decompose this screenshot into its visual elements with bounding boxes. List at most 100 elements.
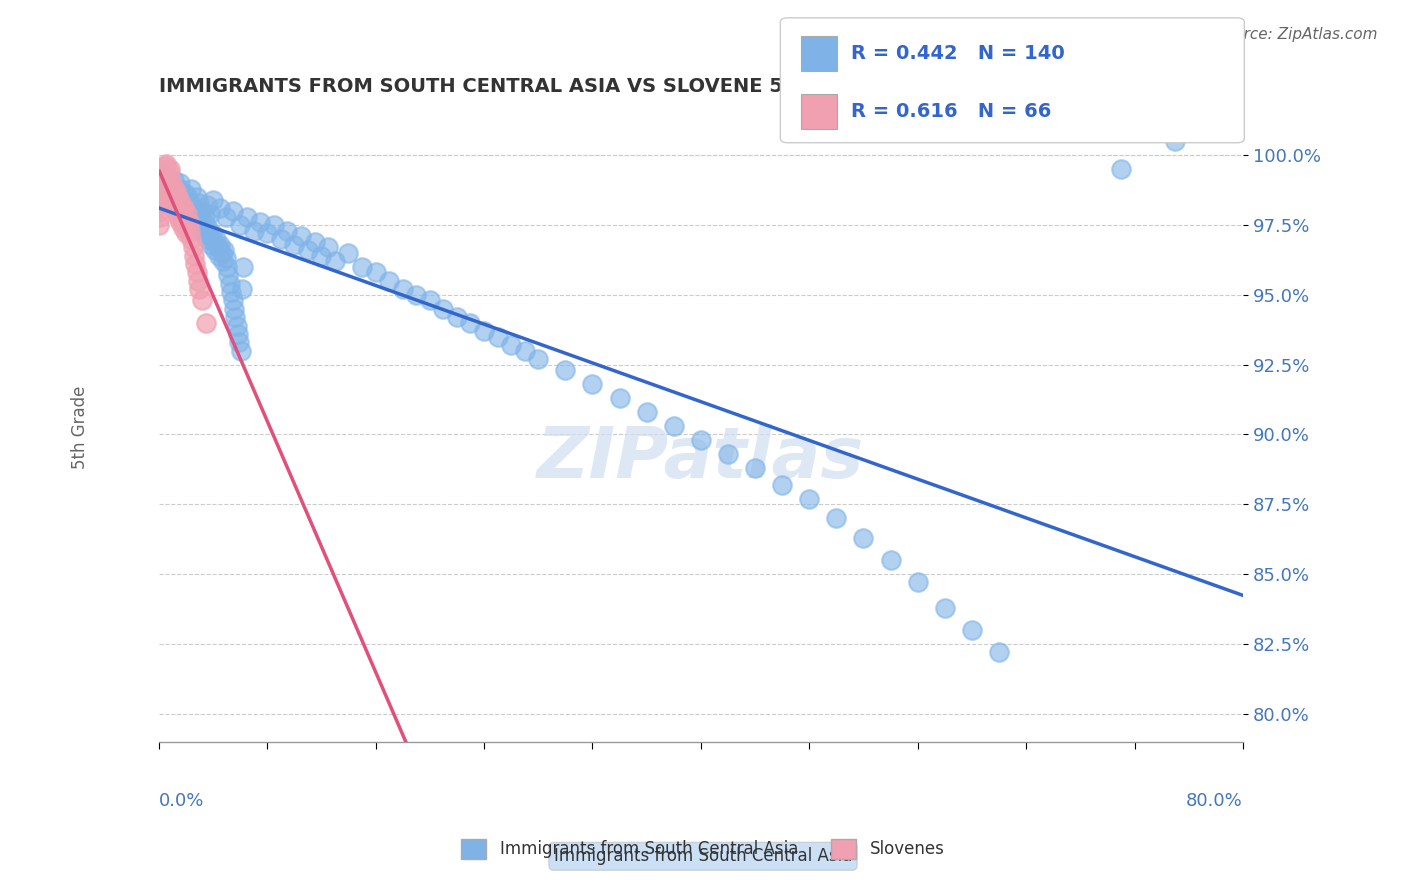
Point [153, 173, 176, 187]
Point [180, 182, 202, 196]
Point [218, 277, 240, 291]
Point [215, 252, 238, 266]
Point [229, 343, 252, 358]
Point [155, 168, 177, 182]
Point [799, 491, 821, 506]
Point [162, 187, 184, 202]
Point [186, 265, 208, 279]
Point [200, 237, 222, 252]
Point [162, 198, 184, 212]
Point [221, 293, 243, 308]
Point [150, 195, 173, 210]
Point [201, 227, 224, 241]
Point [162, 173, 184, 187]
Point [717, 447, 740, 461]
Point [149, 210, 172, 224]
Point [197, 198, 219, 212]
Point [162, 178, 184, 193]
Point [460, 316, 482, 330]
Point [167, 195, 190, 210]
Point [163, 190, 186, 204]
Point [155, 159, 177, 173]
Point [232, 260, 254, 274]
Point [167, 190, 190, 204]
Point [276, 223, 298, 237]
Point [825, 511, 848, 525]
Point [173, 187, 195, 202]
Point [193, 215, 215, 229]
Point [198, 207, 221, 221]
Point [581, 377, 603, 392]
Point [163, 195, 186, 210]
Point [163, 198, 186, 212]
Point [174, 187, 197, 202]
Point [191, 227, 214, 241]
Point [316, 240, 339, 254]
Point [960, 623, 983, 637]
Point [172, 201, 194, 215]
Point [513, 343, 536, 358]
Point [208, 249, 231, 263]
Text: R = 0.616   N = 66: R = 0.616 N = 66 [851, 102, 1052, 121]
Point [242, 223, 264, 237]
Point [150, 182, 173, 196]
Point [204, 243, 226, 257]
Point [156, 178, 179, 193]
Point [214, 243, 236, 257]
Point [879, 553, 901, 567]
Point [195, 316, 218, 330]
Point [174, 227, 197, 241]
Point [186, 190, 208, 204]
Point [472, 324, 495, 338]
Point [156, 187, 179, 202]
Point [149, 204, 172, 219]
Point [165, 193, 187, 207]
Point [270, 232, 292, 246]
Point [304, 235, 326, 249]
Point [155, 168, 177, 182]
Point [170, 204, 193, 219]
Point [174, 195, 197, 210]
Point [169, 207, 191, 221]
Point [364, 265, 387, 279]
Point [194, 223, 217, 237]
Text: Immigrants from South Central Asia: Immigrants from South Central Asia [554, 847, 852, 865]
Point [689, 433, 711, 447]
Point [176, 207, 198, 221]
Point [152, 176, 174, 190]
Text: 0.0%: 0.0% [159, 792, 204, 810]
Text: ZIPatlas: ZIPatlas [537, 425, 865, 493]
Point [197, 220, 219, 235]
Point [160, 176, 183, 190]
Point [165, 195, 187, 210]
Point [153, 170, 176, 185]
Point [554, 363, 576, 377]
Point [183, 215, 205, 229]
Point [152, 187, 174, 202]
Point [177, 193, 200, 207]
Point [224, 310, 246, 325]
Point [155, 156, 177, 170]
Point [211, 246, 233, 260]
Point [249, 215, 271, 229]
Point [177, 215, 200, 229]
Point [191, 204, 214, 219]
Point [153, 165, 176, 179]
Point [256, 227, 278, 241]
Point [391, 282, 413, 296]
Point [159, 162, 181, 177]
Text: Source: ZipAtlas.com: Source: ZipAtlas.com [1215, 27, 1378, 42]
Point [311, 249, 333, 263]
Point [150, 190, 173, 204]
Point [157, 176, 180, 190]
Point [173, 201, 195, 215]
Point [152, 178, 174, 193]
Point [1109, 162, 1132, 177]
Point [150, 170, 173, 185]
Point [226, 326, 249, 341]
Point [432, 301, 454, 316]
Point [170, 190, 193, 204]
Point [263, 218, 285, 232]
Text: R = 0.442   N = 140: R = 0.442 N = 140 [851, 44, 1064, 63]
Point [662, 419, 685, 434]
